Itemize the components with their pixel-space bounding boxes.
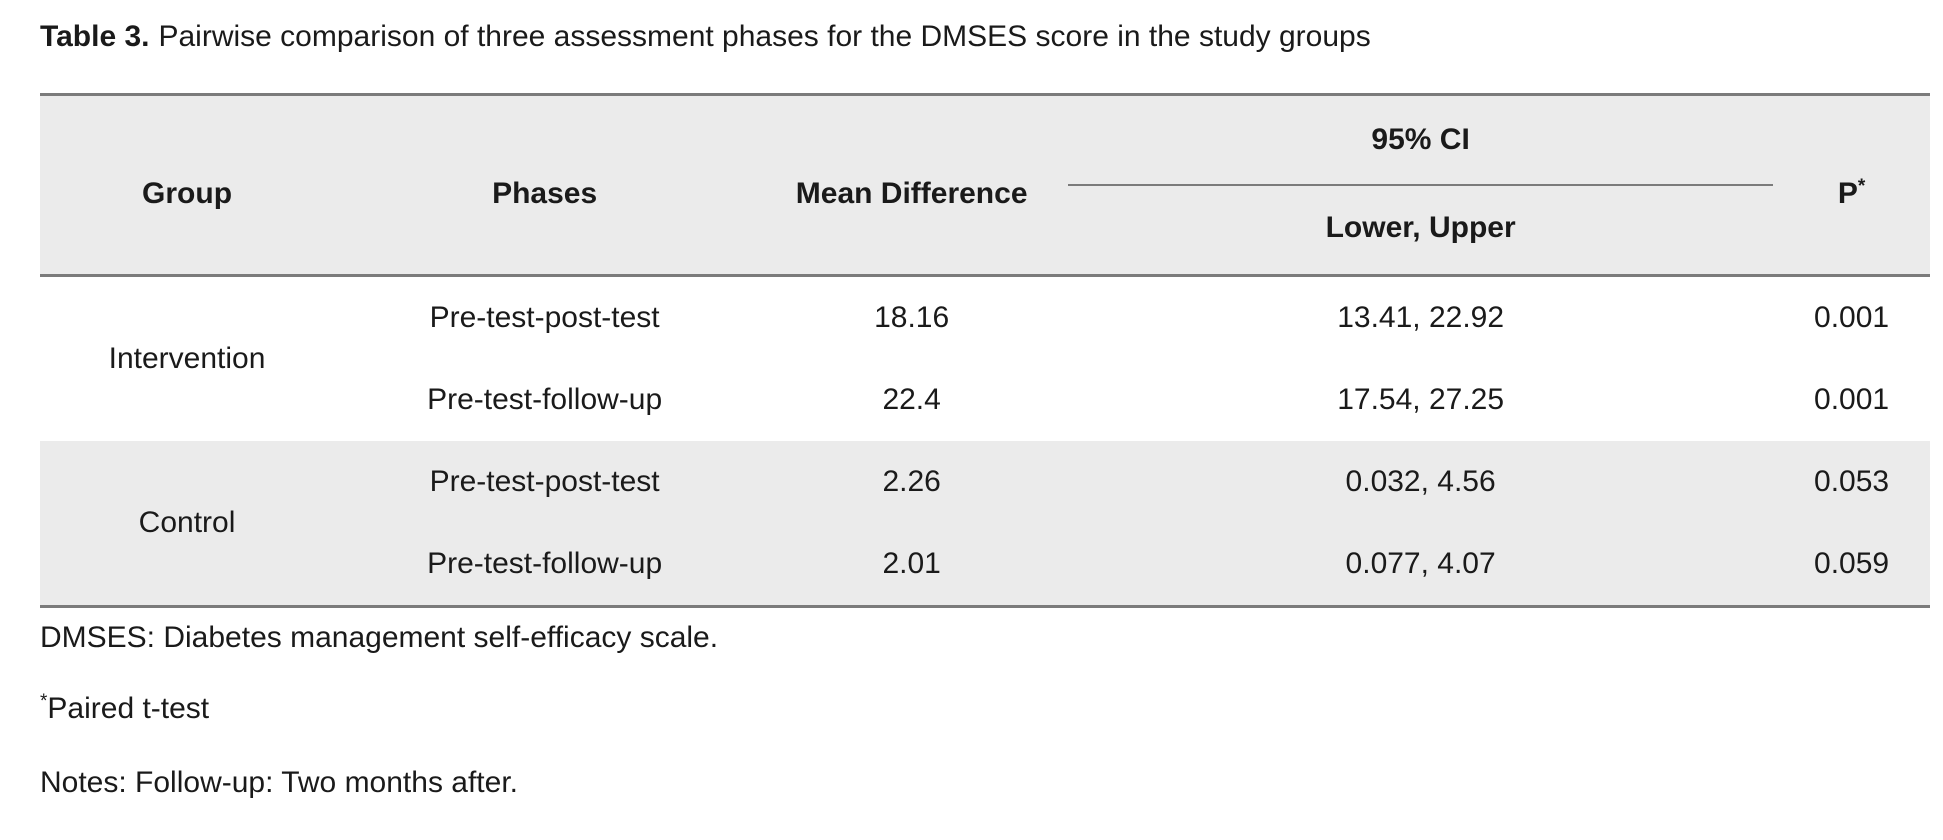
col-header-95ci: 95% CI Lower, Upper (1068, 94, 1774, 277)
caption-text: Pairwise comparison of three assessment … (158, 20, 1371, 53)
ci-spanner-rule (1068, 184, 1774, 186)
table-row: Pre-test-follow-up 22.4 17.54, 27.25 0.0… (40, 359, 1930, 441)
footnote-dmses: DMSES: Diabetes management self-efficacy… (40, 621, 719, 654)
footnote-paired-text: Paired t-test (47, 692, 210, 725)
col-header-group: Group (40, 94, 335, 277)
p-asterisk: * (1857, 175, 1866, 197)
table-body: Intervention Pre-test-post-test 18.16 13… (40, 276, 1930, 607)
p-label: P (1837, 176, 1858, 210)
table-wrapper: Group Phases Mean Difference 95% CI Lowe… (40, 93, 1930, 608)
pairwise-comparison-table: Group Phases Mean Difference 95% CI Lowe… (40, 93, 1930, 608)
ci-header-title: 95% CI (1371, 123, 1470, 156)
phase-cell: Pre-test-post-test (429, 301, 660, 334)
mean-cell: 2.26 (755, 441, 1069, 523)
ci-cell: 0.032, 4.56 (1068, 441, 1774, 523)
p-cell: 0.001 (1814, 301, 1890, 334)
col-header-phases: Phases (334, 94, 756, 277)
phase-cell: Pre-test-post-test (334, 441, 756, 523)
footnote-asterisk: * (40, 691, 48, 712)
group-cell-control: Control (40, 441, 335, 607)
ci-cell: 13.41, 22.92 (1337, 301, 1505, 334)
table-row: Intervention Pre-test-post-test 18.16 13… (40, 276, 1930, 375)
footnote-paired-t-test: *Paired t-test (40, 692, 209, 726)
mean-cell: 22.4 (882, 383, 941, 416)
col-header-mean-difference: Mean Difference (755, 94, 1069, 277)
ci-cell: 17.54, 27.25 (1337, 383, 1505, 416)
table-caption: Table 3. Pairwise comparison of three ass… (40, 20, 1371, 54)
footnote-notes: Notes: Follow-up: Two months after. (40, 766, 518, 799)
mean-cell: 18.16 (874, 301, 950, 334)
col-header-p: P* (1773, 94, 1930, 277)
phase-cell: Pre-test-follow-up (427, 383, 663, 416)
p-cell: 0.001 (1814, 383, 1890, 416)
caption-label: Table 3. (40, 20, 150, 53)
group-cell-intervention: Intervention (108, 342, 266, 375)
table-header: Group Phases Mean Difference 95% CI Lowe… (40, 94, 1930, 277)
ci-header-sub: Lower, Upper (1325, 210, 1516, 244)
ci-header-stack: 95% CI Lower, Upper (1068, 96, 1774, 257)
table-row: Control Pre-test-post-test 2.26 0.032, 4… (40, 441, 1930, 607)
p-cell: 0.053 (1773, 441, 1930, 523)
phase-cell: Pre-test-follow-up (334, 523, 756, 607)
p-cell: 0.059 (1773, 523, 1930, 607)
mean-cell: 2.01 (755, 523, 1069, 607)
table-row: Pre-test-follow-up 2.01 0.077, 4.07 0.05… (40, 523, 1930, 607)
ci-cell: 0.077, 4.07 (1068, 523, 1774, 607)
